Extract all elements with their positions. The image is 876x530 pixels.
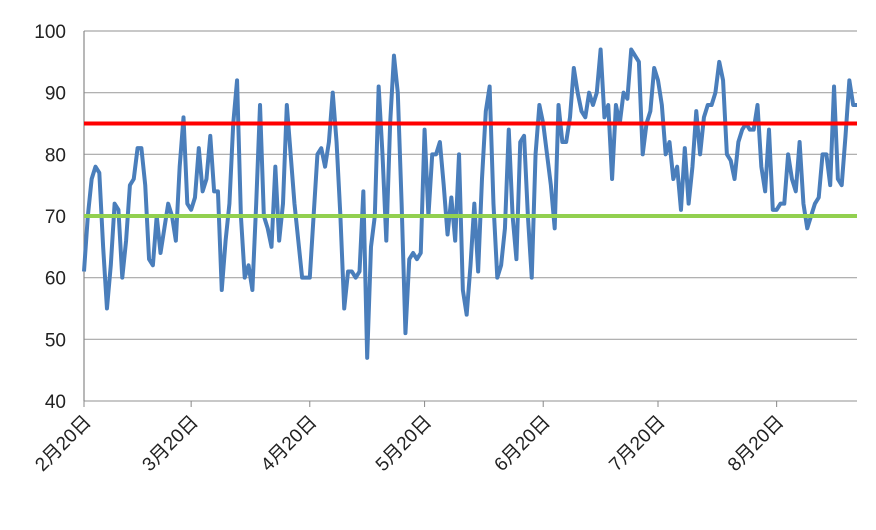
x-tick-label: 7月20日 [605, 412, 669, 476]
x-tick-label: 8月20日 [724, 412, 788, 476]
data-line [82, 47, 857, 360]
y-tick-label: 90 [45, 84, 66, 105]
y-tick-label: 40 [45, 392, 66, 413]
y-tick-label: 50 [45, 330, 66, 351]
y-tick-label: 60 [45, 269, 66, 290]
x-tick-label: 5月20日 [372, 412, 436, 476]
y-tick-label: 80 [45, 145, 66, 166]
y-tick-label: 100 [34, 22, 66, 43]
x-tick-label: 6月20日 [491, 412, 555, 476]
x-tick-label: 4月20日 [257, 412, 321, 476]
x-tick-label: 3月20日 [139, 412, 203, 476]
y-tick-label: 70 [45, 207, 66, 228]
x-tick-label: 2月20日 [31, 412, 95, 476]
